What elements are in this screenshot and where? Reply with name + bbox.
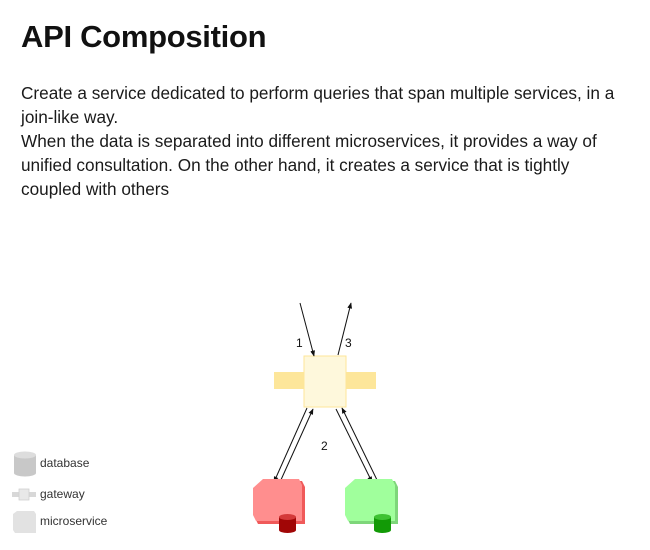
- step-label-1: 1: [296, 336, 303, 350]
- legend-item-database: database: [8, 450, 138, 478]
- legend-label-gateway: gateway: [40, 487, 85, 501]
- legend: database gateway microservice: [8, 450, 138, 540]
- description-paragraph-1: Create a service dedicated to perform qu…: [21, 83, 615, 127]
- database-icon-green: [374, 514, 391, 533]
- gateway-handle-right: [344, 372, 376, 389]
- page-title: API Composition: [21, 19, 267, 54]
- arrow-response: [337, 302, 353, 356]
- legend-label-database: database: [40, 456, 90, 470]
- microservice-icon: [13, 511, 36, 533]
- step-label-3: 3: [345, 336, 352, 350]
- legend-item-gateway: gateway: [8, 481, 138, 509]
- database-icon: [14, 451, 36, 477]
- database-icon-red: [279, 514, 296, 533]
- arrows-to-green-service: [335, 407, 379, 483]
- gateway-handle-left: [274, 372, 306, 389]
- arrow-request: [299, 302, 315, 357]
- legend-label-microservice: microservice: [40, 514, 108, 528]
- description-paragraph-2: When the data is separated into differen…: [21, 131, 597, 199]
- gateway-icon: [12, 488, 36, 501]
- microservice-red: [253, 479, 305, 533]
- legend-item-microservice: microservice: [8, 508, 138, 536]
- microservice-green: [345, 479, 398, 533]
- step-label-2: 2: [321, 439, 328, 453]
- gateway-node: [274, 355, 376, 408]
- gateway-body: [303, 355, 347, 408]
- description: Create a service dedicated to perform qu…: [21, 81, 629, 201]
- arrows-to-red-service: [273, 407, 314, 483]
